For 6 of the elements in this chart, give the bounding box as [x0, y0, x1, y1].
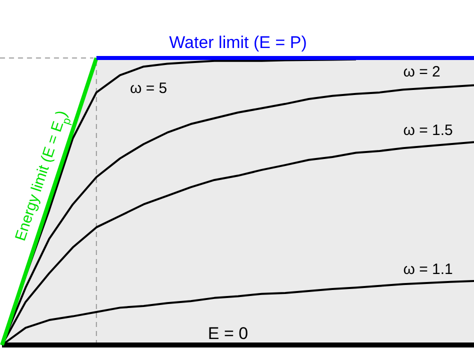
series-label: Water limit (E = P): [169, 33, 307, 52]
series-label: ω = 1.5: [403, 122, 453, 140]
series-label: ω = 1.1: [403, 261, 453, 278]
series-label: E = 0: [208, 324, 248, 343]
series-label: ω = 5: [130, 80, 168, 98]
series-label: ω = 2: [403, 64, 440, 81]
